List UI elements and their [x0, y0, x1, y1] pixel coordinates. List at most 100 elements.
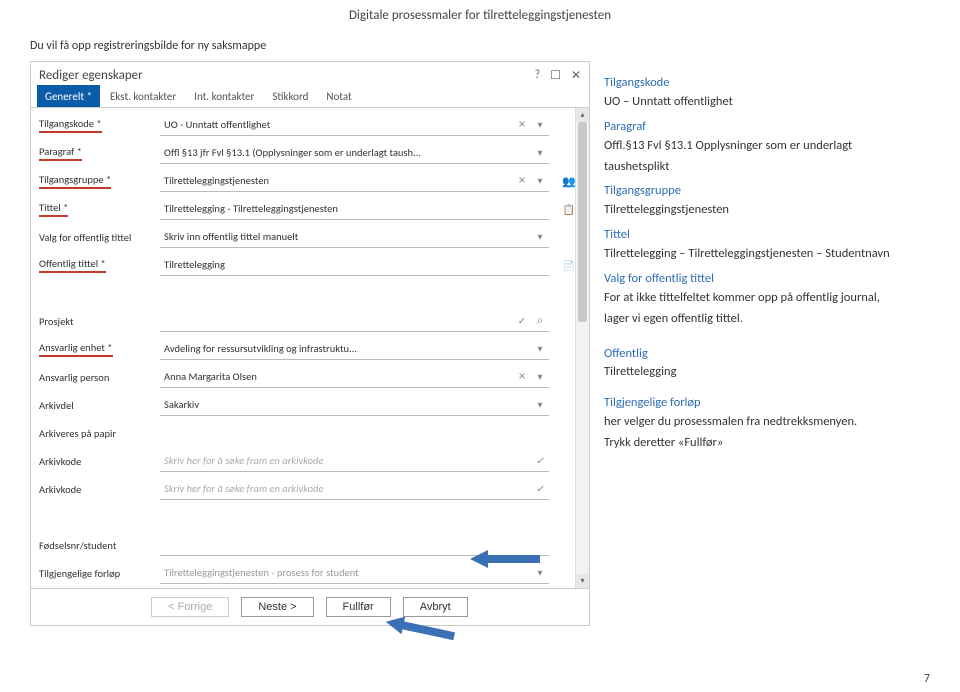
field-tilgangskode[interactable]: UO - Unntatt offentlighet [160, 114, 549, 136]
arrow-annotation-icon [470, 548, 540, 570]
chevron-down-icon[interactable] [533, 398, 547, 411]
close-icon[interactable]: ✕ [571, 68, 581, 83]
label-prosjekt: Prosjekt [39, 315, 74, 328]
field-arkivdel[interactable]: Sakarkiv [160, 394, 549, 416]
side-h4: Tittel [604, 227, 920, 244]
label-paragraf: Paragraf * [39, 145, 82, 161]
side-h5: Valg for offentlig tittel [604, 271, 920, 288]
field-valg-offentlig[interactable]: Skriv inn offentlig tittel manuelt [160, 226, 549, 248]
label-arkiveres-papir: Arkiveres på papir [39, 427, 116, 440]
cancel-button[interactable]: Avbryt [403, 597, 468, 617]
side-b3: Tilretteleggingstjenesten [604, 202, 920, 219]
prev-button: < Forrige [151, 597, 229, 617]
page-number: 7 [924, 672, 930, 686]
chevron-down-icon[interactable] [533, 174, 547, 187]
field-ansvarlig-person[interactable]: Anna Margarita Olsen [160, 366, 549, 388]
maximize-icon[interactable]: ☐ [550, 68, 561, 83]
value-tilgangsgruppe: Tilretteleggingstjenesten [164, 174, 511, 187]
side-h2: Paragraf [604, 119, 920, 136]
label-forlop: Tilgjengelige forløp [39, 567, 120, 580]
label-valg-offentlig: Valg for offentlig tittel [39, 231, 131, 244]
side-h6: Offentlig [604, 346, 920, 363]
side-h7: Tilgjengelige forløp [604, 395, 920, 412]
field-ansvarlig-enhet[interactable]: Avdeling for ressursutvikling og infrast… [160, 338, 549, 360]
people-icon[interactable] [562, 175, 576, 188]
scroll-up-icon[interactable]: ▴ [576, 108, 589, 122]
panel-title: Rediger egenskaper [39, 68, 143, 83]
value-offentlig-tittel: Tilrettelegging [164, 258, 547, 271]
field-arkivkode1[interactable]: Skriv her for å søke fram en arkivkode [160, 450, 549, 472]
label-tilgangskode: Tilgangskode * [39, 117, 102, 133]
scrollbar[interactable]: ▴ ▾ [575, 108, 589, 588]
label-tittel: Tittel * [39, 201, 68, 217]
tab-int-kontakter[interactable]: Int. kontakter [186, 85, 262, 107]
clear-icon[interactable] [515, 117, 529, 132]
field-tilgangsgruppe[interactable]: Tilretteleggingstjenesten [160, 170, 549, 192]
value-arkivdel: Sakarkiv [164, 398, 529, 411]
tab-stikkord[interactable]: Stikkord [264, 85, 316, 107]
tab-ekst-kontakter[interactable]: Ekst. kontakter [102, 85, 184, 107]
label-arkivkode1: Arkivkode [39, 455, 81, 468]
help-sidebar: Tilgangskode UO – Unntatt offentlighet P… [590, 61, 920, 626]
label-ansvarlig-enhet: Ansvarlig enhet * [39, 341, 113, 357]
placeholder-arkivkode2: Skriv her for å søke fram en arkivkode [164, 482, 529, 495]
side-b1: UO – Unntatt offentlighet [604, 94, 920, 111]
main-row: Rediger egenskaper ? ☐ ✕ Generelt * Ekst… [0, 61, 960, 626]
side-b5a: For at ikke tittelfeltet kommer opp på o… [604, 290, 920, 307]
field-tittel[interactable]: Tilrettelegging - Tilretteleggingstjenes… [160, 198, 549, 220]
panel-header: Rediger egenskaper ? ☐ ✕ [31, 62, 589, 85]
value-tittel: Tilrettelegging - Tilretteleggingstjenes… [164, 202, 547, 215]
value-ansvarlig-person: Anna Margarita Olsen [164, 370, 511, 383]
chevron-down-icon[interactable] [533, 118, 547, 131]
side-h1: Tilgangskode [604, 75, 920, 92]
side-b6: Tilrettelegging [604, 364, 920, 381]
form-body: Tilgangskode * UO - Unntatt offentlighet… [31, 108, 589, 588]
intro-text: Du vil få opp registreringsbilde for ny … [0, 33, 960, 61]
tab-notat[interactable]: Notat [318, 85, 359, 107]
copy-icon[interactable] [562, 259, 576, 272]
value-paragraf: Offl §13 jfr Fvl §13.1 (Opplysninger som… [164, 146, 529, 159]
chevron-down-icon[interactable] [533, 370, 547, 383]
side-b7a: her velger du prosessmalen fra nedtrekks… [604, 414, 920, 431]
label-offentlig-tittel: Offentlig tittel * [39, 257, 106, 273]
side-b7b: Trykk deretter «Fullfør» [604, 435, 920, 452]
help-icon[interactable]: ? [535, 68, 541, 83]
check-icon[interactable] [533, 482, 547, 495]
placeholder-arkivkode1: Skriv her for å søke fram en arkivkode [164, 454, 529, 467]
chevron-down-icon[interactable] [533, 146, 547, 159]
chevron-down-icon[interactable] [533, 230, 547, 243]
search-icon[interactable] [533, 314, 547, 328]
panel-footer: < Forrige Neste > Fullfør Avbryt [31, 588, 589, 625]
tabs: Generelt * Ekst. kontakter Int. kontakte… [31, 85, 589, 108]
value-ansvarlig-enhet: Avdeling for ressursutvikling og infrast… [164, 342, 529, 355]
check-icon[interactable] [533, 454, 547, 467]
value-tilgangskode: UO - Unntatt offentlighet [164, 118, 511, 131]
finish-button[interactable]: Fullfør [326, 597, 391, 617]
clear-icon[interactable] [515, 369, 529, 384]
clear-icon[interactable] [515, 173, 529, 188]
scroll-down-icon[interactable]: ▾ [576, 574, 589, 588]
label-fodselsnr: Fødselsnr/student [39, 539, 116, 552]
label-tilgangsgruppe: Tilgangsgruppe * [39, 173, 111, 189]
chevron-down-icon[interactable] [533, 342, 547, 355]
value-valg-offentlig: Skriv inn offentlig tittel manuelt [164, 230, 529, 243]
field-arkivkode2[interactable]: Skriv her for å søke fram en arkivkode [160, 478, 549, 500]
scroll-thumb[interactable] [578, 122, 587, 322]
field-offentlig-tittel[interactable]: Tilrettelegging [160, 254, 549, 276]
tab-generelt[interactable]: Generelt * [37, 85, 100, 107]
label-ansvarlig-person: Ansvarlig person [39, 371, 109, 384]
copy-icon[interactable] [562, 203, 576, 216]
page-title: Digitale prosessmaler for tilretteleggin… [0, 0, 960, 33]
check-icon[interactable] [515, 314, 529, 327]
side-b4: Tilrettelegging – Tilretteleggingstjenes… [604, 246, 920, 263]
side-h3: Tilgangsgruppe [604, 183, 920, 200]
label-arkivdel: Arkivdel [39, 399, 74, 412]
label-arkivkode2: Arkivkode [39, 483, 81, 496]
edit-properties-panel: Rediger egenskaper ? ☐ ✕ Generelt * Ekst… [30, 61, 590, 626]
side-b5b: lager vi egen offentlig tittel. [604, 311, 920, 328]
field-paragraf[interactable]: Offl §13 jfr Fvl §13.1 (Opplysninger som… [160, 142, 549, 164]
next-button[interactable]: Neste > [241, 597, 313, 617]
side-b2a: Offl.§13 Fvl §13.1 Opplysninger som er u… [604, 138, 920, 155]
field-prosjekt[interactable] [160, 310, 549, 332]
side-b2b: taushetsplikt [604, 159, 920, 176]
